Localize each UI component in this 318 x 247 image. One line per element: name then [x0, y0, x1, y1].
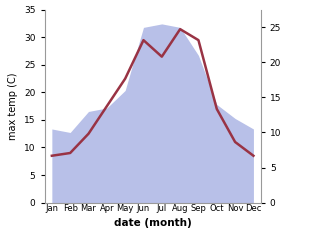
X-axis label: date (month): date (month) — [114, 219, 191, 228]
Y-axis label: max temp (C): max temp (C) — [9, 72, 18, 140]
